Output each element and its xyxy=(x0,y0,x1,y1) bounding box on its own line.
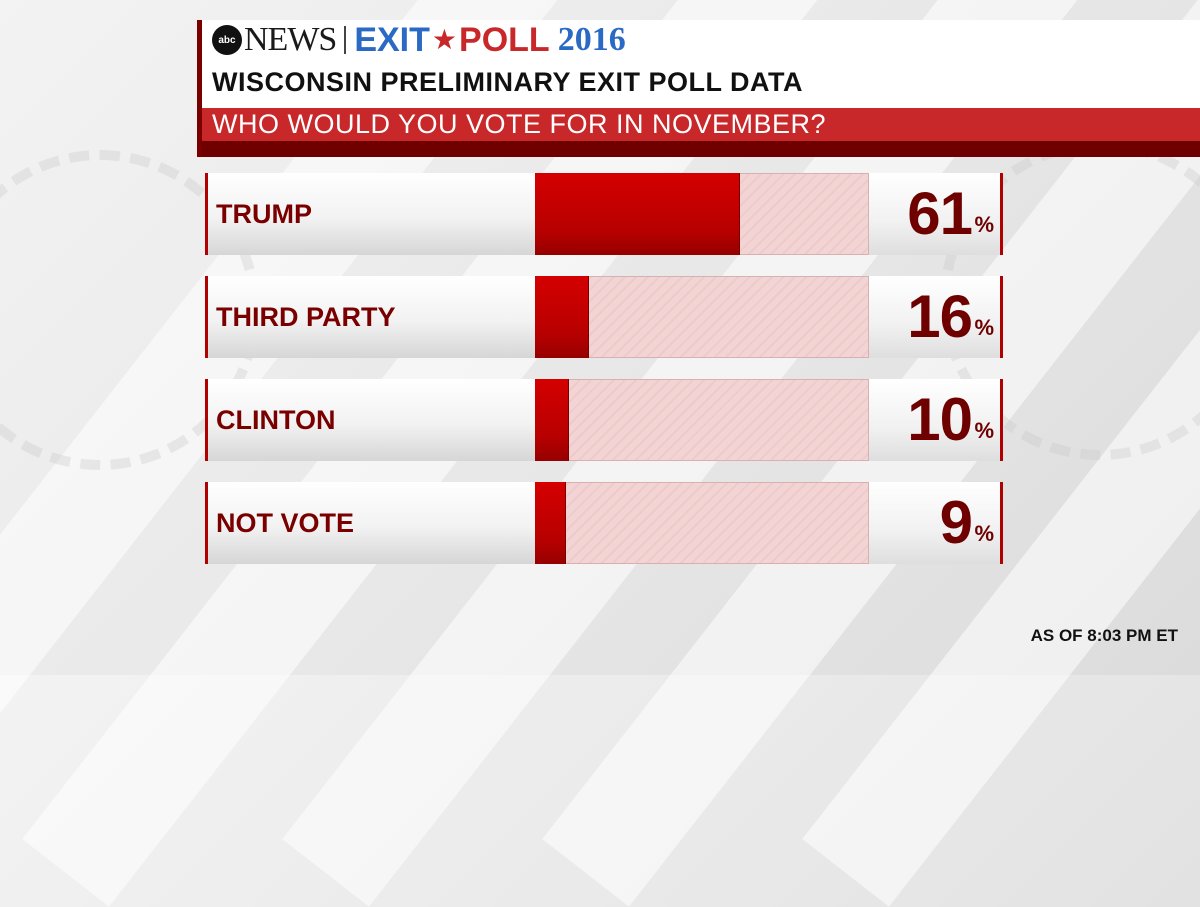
category-label: CLINTON xyxy=(216,405,336,435)
bar-row: NOT VOTE 9% xyxy=(205,482,1005,564)
bar-track xyxy=(535,482,869,564)
data-label: 9 xyxy=(939,489,973,556)
abc-exit-poll-logo: abc NEWS EXIT ★ POLL 2016 xyxy=(212,22,626,58)
value-box: 9% xyxy=(869,482,1003,564)
percent-sign: % xyxy=(974,315,994,340)
bar-row: THIRD PARTY 16% xyxy=(205,276,1005,358)
bar xyxy=(535,276,588,358)
percent-sign: % xyxy=(974,521,994,546)
year-wordmark: 2016 xyxy=(557,21,626,58)
star-icon: ★ xyxy=(431,23,458,56)
bar xyxy=(535,379,568,461)
category-label: TRUMP xyxy=(216,199,312,229)
timestamp-note: AS OF 8:03 PM ET xyxy=(1030,626,1178,645)
value-box: 61% xyxy=(869,173,1003,255)
category-label-box: TRUMP xyxy=(205,173,535,255)
graphic-question: WHO WOULD YOU VOTE FOR IN NOVEMBER? xyxy=(212,109,827,139)
header-dark-band xyxy=(202,141,1200,157)
percent-sign: % xyxy=(974,418,994,443)
bar-track xyxy=(535,379,869,461)
value-box: 16% xyxy=(869,276,1003,358)
data-label: 10 xyxy=(907,386,973,453)
graphic-header: abc NEWS EXIT ★ POLL 2016 WISCONSIN PREL… xyxy=(197,20,1200,157)
header-white-band xyxy=(202,20,1200,108)
category-label-box: NOT VOTE xyxy=(205,482,535,564)
category-label-box: THIRD PARTY xyxy=(205,276,535,358)
bar-row: TRUMP 61% xyxy=(205,173,1005,255)
category-label: THIRD PARTY xyxy=(216,302,396,332)
category-label-box: CLINTON xyxy=(205,379,535,461)
value-box: 10% xyxy=(869,379,1003,461)
header-red-band xyxy=(202,108,1200,141)
abc-logo-icon: abc xyxy=(212,25,242,55)
graphic-title: WISCONSIN PRELIMINARY EXIT POLL DATA xyxy=(212,67,804,97)
data-label: 61 xyxy=(907,180,973,247)
exit-wordmark: EXIT xyxy=(354,21,430,59)
percent-sign: % xyxy=(974,212,994,237)
logo-divider xyxy=(344,26,347,54)
category-label: NOT VOTE xyxy=(216,508,355,538)
bar-track xyxy=(535,276,869,358)
bar xyxy=(535,173,739,255)
poll-wordmark: POLL xyxy=(459,21,550,59)
news-wordmark: NEWS xyxy=(244,21,337,58)
bar-row: CLINTON 10% xyxy=(205,379,1005,461)
bar xyxy=(535,482,565,564)
data-label: 16 xyxy=(907,283,973,350)
